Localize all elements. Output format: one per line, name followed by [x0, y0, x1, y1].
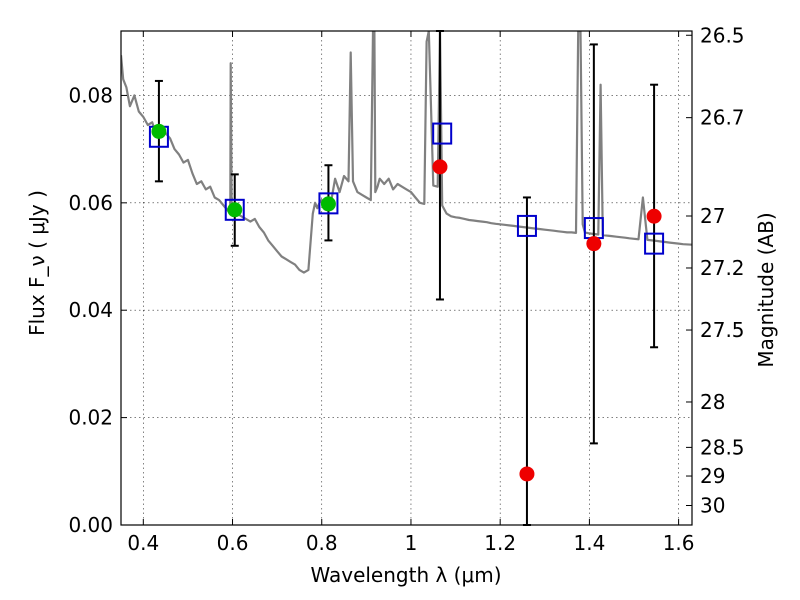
plot-area	[121, 30, 692, 526]
observed-point	[586, 236, 602, 252]
x-axis-ticks: 0.4 0.6 0.8 1 1.2 1.4 1.6	[127, 31, 695, 555]
model-point-square	[644, 232, 665, 255]
x-tick-label: 1.6	[663, 531, 695, 555]
right-axis-ticks: 26.5 26.7 27 27.2 27.5 28 28.5 29 30	[686, 23, 745, 518]
right-tick-label: 27	[700, 204, 725, 228]
model-point-square	[224, 198, 245, 221]
model-point-square	[432, 122, 453, 145]
observed-points	[151, 123, 662, 482]
grid	[121, 31, 692, 525]
x-tick-label: 0.8	[306, 531, 338, 555]
right-tick-label: 26.7	[700, 106, 745, 130]
x-tick-label: 0.4	[127, 531, 159, 555]
right-tick-label: 28	[700, 390, 725, 414]
y-tick-label: 0.08	[68, 83, 113, 107]
right-tick-label: 27.5	[700, 318, 745, 342]
right-tick-label: 29	[700, 464, 725, 488]
x-tick-label: 1.4	[573, 531, 605, 555]
right-tick-label: 30	[700, 494, 725, 518]
y-tick-label: 0.02	[68, 406, 113, 430]
y-axis-ticks: 0.00 0.02 0.04 0.06 0.08	[68, 83, 127, 537]
x-tick-label: 1.2	[484, 531, 516, 555]
plot-frame	[120, 30, 693, 526]
right-axis-label: Magnitude (AB)	[754, 212, 778, 367]
observed-point	[519, 466, 535, 482]
right-tick-label: 26.5	[700, 23, 745, 47]
right-tick-label: 28.5	[700, 435, 745, 459]
detection-point	[320, 196, 336, 212]
model-point-square	[516, 214, 537, 237]
right-tick-label: 27.2	[700, 256, 745, 280]
y-tick-label: 0.04	[68, 298, 113, 322]
observed-point	[432, 159, 448, 175]
detection-point	[151, 123, 167, 139]
x-tick-label: 0.6	[217, 531, 249, 555]
y-axis-label: Flux F_ν ( μJy )	[25, 190, 49, 336]
x-axis-label: Wavelength λ (μm)	[310, 563, 501, 587]
y-tick-label: 0.06	[68, 191, 113, 215]
detection-point	[227, 202, 243, 218]
model-point-square	[318, 192, 339, 215]
observed-point	[646, 208, 662, 224]
x-tick-label: 1	[405, 531, 418, 555]
y-tick-label: 0.00	[68, 513, 113, 537]
